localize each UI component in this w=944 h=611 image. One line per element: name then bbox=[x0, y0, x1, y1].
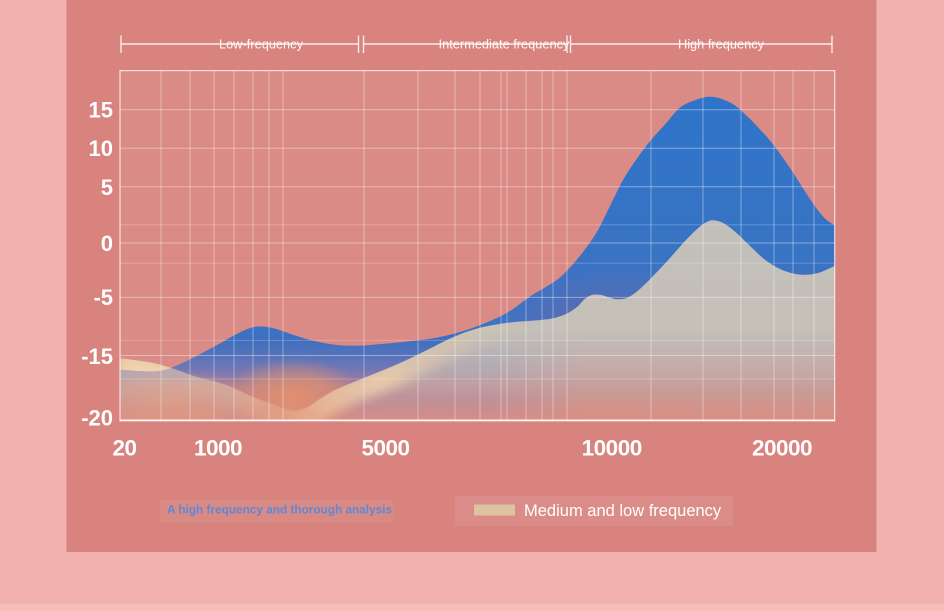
svg-text:10: 10 bbox=[89, 136, 113, 161]
svg-text:5000: 5000 bbox=[361, 436, 409, 461]
svg-text:-20: -20 bbox=[81, 406, 113, 431]
svg-text:1000: 1000 bbox=[194, 436, 242, 461]
svg-text:0: 0 bbox=[101, 231, 113, 256]
svg-text:-15: -15 bbox=[81, 344, 113, 369]
svg-text:A high frequency and thorough: A high frequency and thorough analysis bbox=[167, 503, 392, 517]
svg-text:Medium and low frequency: Medium and low frequency bbox=[524, 502, 722, 520]
svg-text:10000: 10000 bbox=[582, 436, 642, 461]
svg-text:-5: -5 bbox=[93, 285, 113, 310]
svg-text:15: 15 bbox=[89, 98, 113, 123]
svg-text:20000: 20000 bbox=[752, 436, 812, 461]
svg-text:20: 20 bbox=[112, 436, 136, 461]
svg-text:5: 5 bbox=[101, 175, 113, 200]
